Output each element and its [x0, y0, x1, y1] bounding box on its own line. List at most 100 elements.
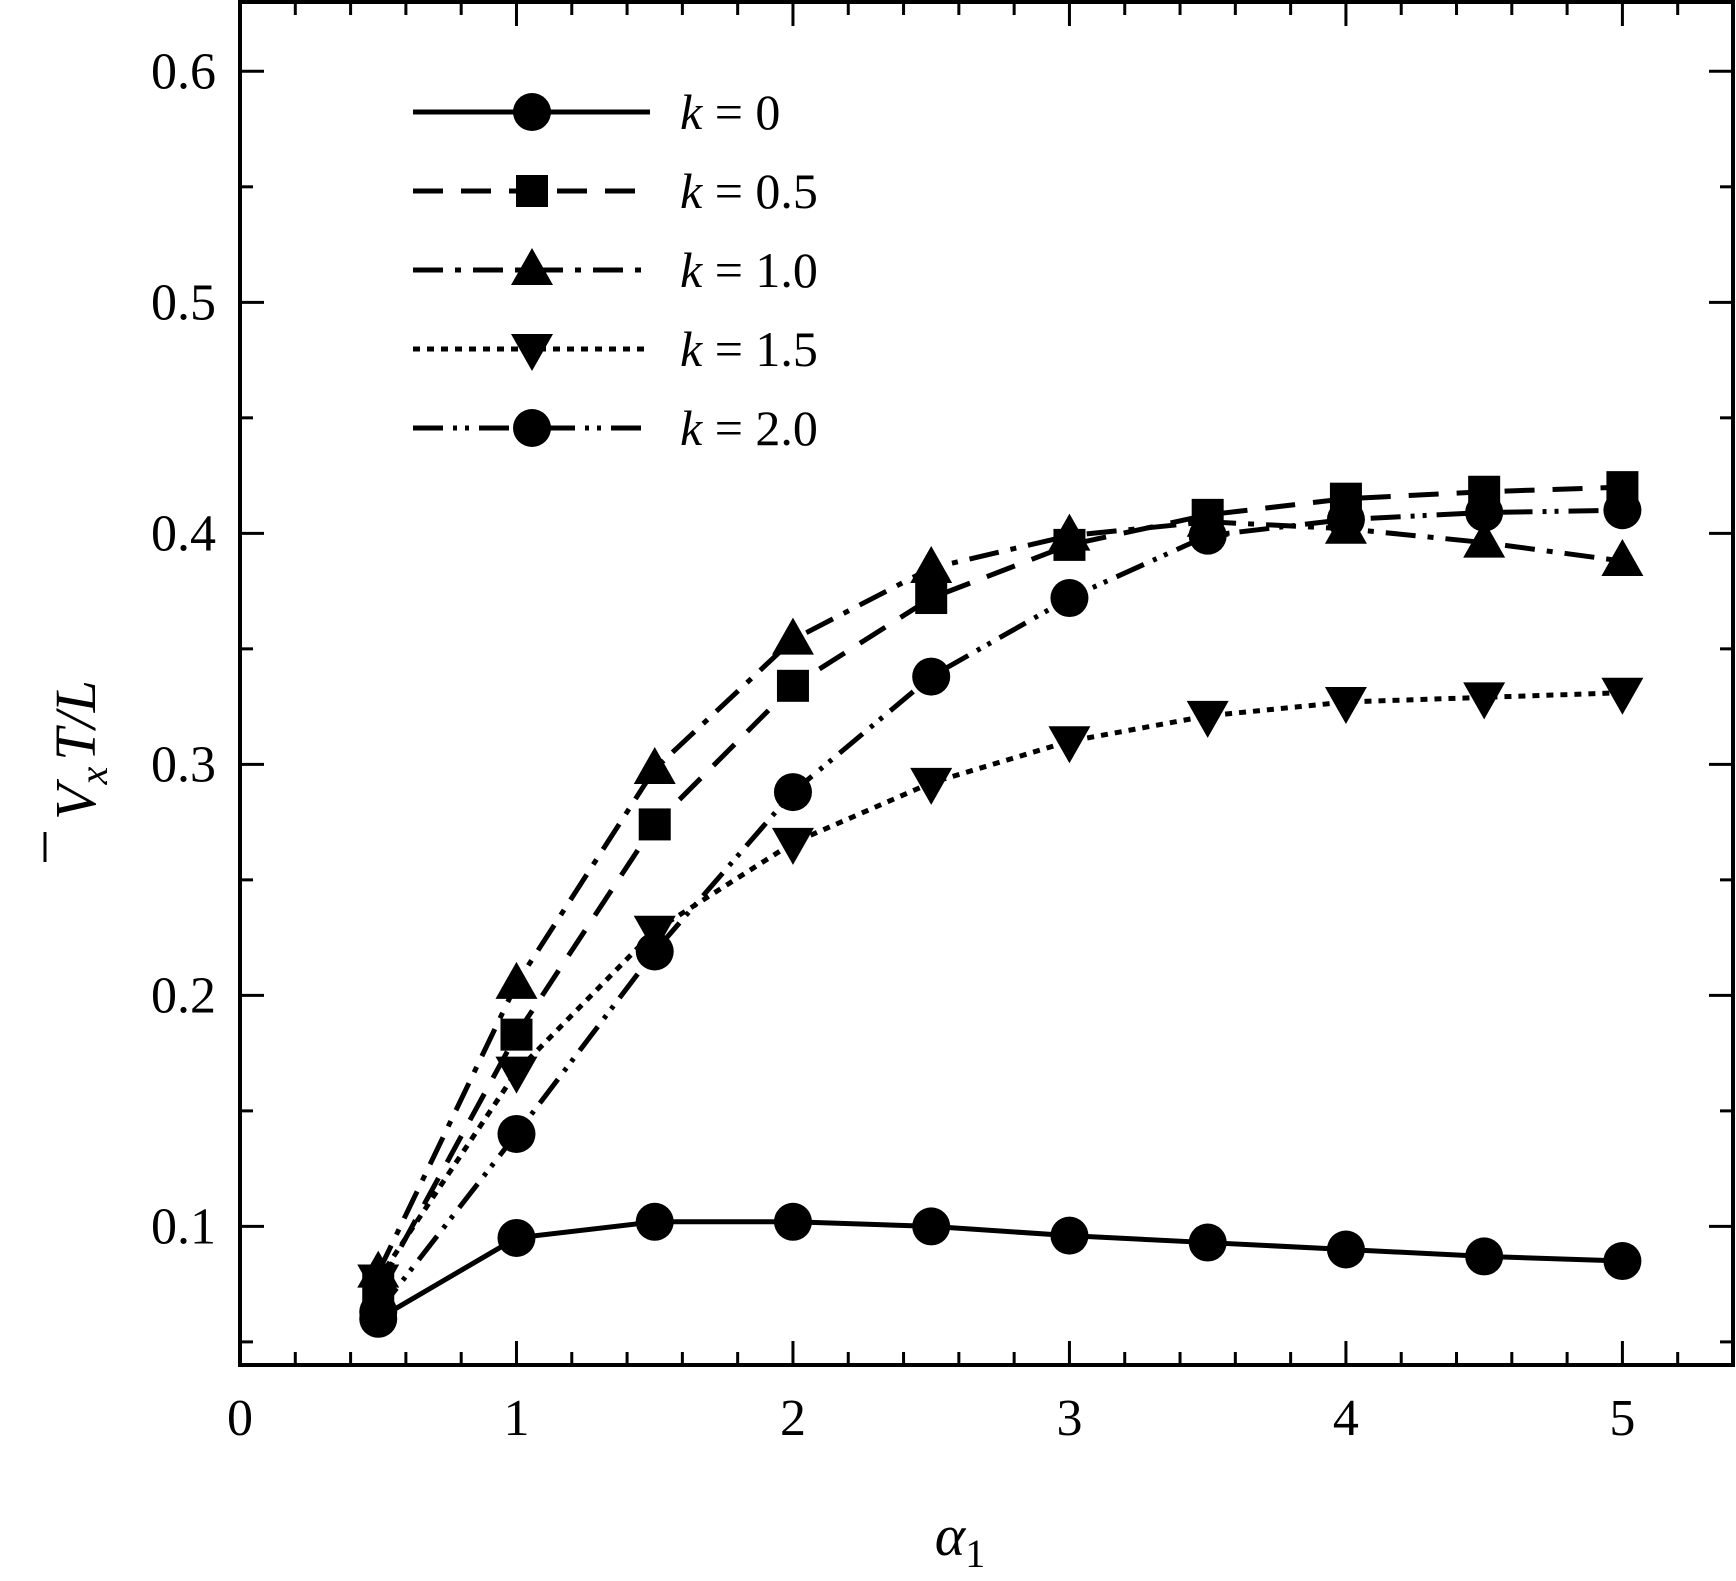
series-line — [376, 690, 1623, 1281]
y-tick-label: 0.6 — [151, 43, 216, 100]
legend-label: k = 2.0 — [680, 400, 818, 456]
data-point-marker — [500, 1018, 533, 1051]
series-line — [376, 484, 1623, 1290]
data-point-marker — [915, 582, 948, 615]
y-tick-label: 0.1 — [151, 1198, 216, 1255]
y-axis-label: Vx T/L — [43, 680, 116, 820]
series-line — [376, 507, 1623, 1314]
data-point-marker — [1603, 491, 1642, 530]
data-point-marker — [1465, 1237, 1504, 1276]
plot-frame — [238, 0, 1735, 1367]
data-point-marker — [633, 746, 676, 784]
data-point-marker — [497, 1218, 536, 1257]
series-0 — [359, 1202, 1642, 1338]
tick-labels: 0 1 2 3 4 5 0.1 0.2 0.3 0.4 0.5 0.6 — [151, 43, 1635, 1447]
legend-k: k — [680, 242, 703, 298]
x-tick-label: 3 — [1056, 1390, 1082, 1447]
data-point-marker — [357, 1264, 400, 1302]
series-1 — [362, 471, 1639, 1305]
legend-marker — [513, 93, 551, 131]
x-tick-label: 0 — [227, 1390, 253, 1447]
data-point-marker — [1048, 513, 1091, 551]
data-point-marker — [1324, 686, 1367, 724]
legend: k = 0k = 0.5k = 1.0k = 1.5k = 2.0 — [413, 84, 818, 456]
data-point-marker — [359, 1292, 398, 1331]
data-point-marker — [773, 1202, 812, 1241]
y-axis-label-v: V — [43, 778, 108, 820]
data-point-marker — [638, 808, 671, 841]
legend-label: k = 1.5 — [680, 321, 818, 377]
legend-k: k — [680, 400, 703, 456]
series-4 — [359, 491, 1642, 1331]
legend-entry: k = 0.5 — [413, 163, 818, 219]
x-axis-label-main: α — [935, 1503, 967, 1568]
legend-entry: k = 0 — [413, 84, 780, 140]
data-point-marker — [1463, 682, 1506, 720]
legend-value: = 0.5 — [702, 163, 818, 219]
data-point-marker — [497, 1114, 536, 1153]
series-3 — [357, 677, 1644, 1302]
data-point-marker — [771, 827, 814, 865]
series-2 — [357, 499, 1644, 1288]
y-axis-label-group: Vx T/L — [43, 680, 116, 862]
x-tick-label: 2 — [780, 1390, 806, 1447]
x-axis-label-subscript: 1 — [965, 1531, 985, 1576]
series-line — [375, 519, 1623, 1274]
data-point-marker — [910, 767, 953, 805]
y-axis-label-rest: T/L — [43, 680, 108, 761]
legend-label: k = 0 — [680, 84, 780, 140]
data-point-marker — [1188, 516, 1227, 555]
data-point-marker — [910, 545, 953, 583]
data-point-marker — [773, 773, 812, 812]
legend-marker — [511, 248, 553, 285]
data-point-marker — [495, 961, 538, 999]
data-point-marker — [1326, 500, 1365, 539]
x-axis-label: α1 — [935, 1503, 985, 1576]
data-point-marker — [635, 1202, 674, 1241]
series-line — [376, 1219, 1623, 1321]
data-point-marker — [1050, 579, 1089, 618]
data-point-marker — [495, 1056, 538, 1094]
legend-entry: k = 1.5 — [413, 321, 818, 377]
data-point-marker — [1048, 726, 1091, 764]
legend-k: k — [680, 84, 703, 140]
legend-label: k = 1.0 — [680, 242, 818, 298]
legend-k: k — [680, 321, 703, 377]
data-point-marker — [912, 657, 951, 696]
data-point-marker — [771, 617, 814, 655]
x-tick-label: 5 — [1609, 1390, 1635, 1447]
data-point-marker — [912, 1207, 951, 1246]
legend-label: k = 0.5 — [680, 163, 818, 219]
data-point-marker — [635, 932, 674, 971]
legend-marker — [516, 175, 548, 207]
y-tick-label: 0.2 — [151, 967, 216, 1024]
data-point-marker — [1601, 539, 1644, 577]
legend-marker — [511, 334, 553, 371]
y-axis-label-subscript: x — [71, 766, 116, 785]
data-point-marker — [1050, 1216, 1089, 1255]
tick-marks — [238, 2, 1735, 1365]
y-tick-label: 0.5 — [151, 274, 216, 331]
x-tick-label: 1 — [503, 1390, 529, 1447]
legend-marker — [513, 409, 551, 447]
data-point-marker — [1465, 493, 1504, 532]
data-point-marker — [1326, 1230, 1365, 1269]
legend-k: k — [680, 163, 703, 219]
data-point-marker — [1186, 700, 1229, 738]
legend-value: = 2.0 — [702, 400, 818, 456]
y-tick-label: 0.3 — [151, 736, 216, 793]
data-point-marker — [1463, 520, 1506, 558]
data-point-marker — [1603, 1242, 1642, 1281]
data-point-marker — [1601, 677, 1644, 715]
legend-entry: k = 2.0 — [413, 400, 818, 456]
plot-series — [357, 471, 1644, 1338]
data-point-marker — [776, 669, 809, 702]
x-tick-label: 4 — [1333, 1390, 1359, 1447]
legend-entry: k = 1.0 — [413, 242, 818, 298]
y-tick-label: 0.4 — [151, 505, 216, 562]
data-point-marker — [1188, 1223, 1227, 1262]
legend-value: = 0 — [702, 84, 780, 140]
legend-value: = 1.0 — [702, 242, 818, 298]
legend-value: = 1.5 — [702, 321, 818, 377]
